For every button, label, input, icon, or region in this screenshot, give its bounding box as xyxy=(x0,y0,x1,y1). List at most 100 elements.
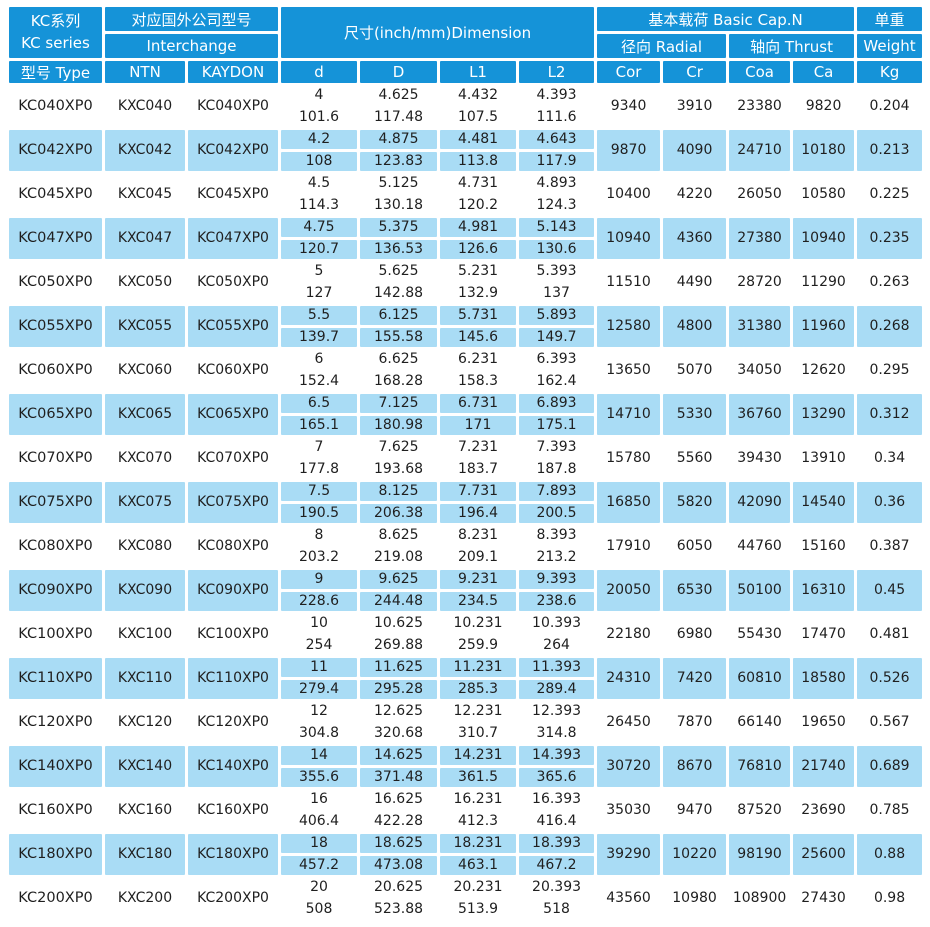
cell-cr: 4800 xyxy=(663,306,727,347)
table-row-mm-line: 101.6 117.48 107.5 111.6 xyxy=(9,108,922,127)
cell-dim-d-mm: 177.8 xyxy=(281,460,358,479)
cell-cor: 24310 xyxy=(597,658,661,699)
cell-dim-d-inch: 11.625 xyxy=(360,658,438,677)
cell-kg: 0.98 xyxy=(857,878,923,919)
cell-dim-l2-mm: 416.4 xyxy=(519,812,595,831)
cell-dim-d-inch: 5 xyxy=(281,262,358,281)
cell-cor: 11510 xyxy=(597,262,661,303)
cell-kg: 0.45 xyxy=(857,570,923,611)
cell-dim-d-inch: 8.125 xyxy=(360,482,438,501)
cell-dim-l2-inch: 4.893 xyxy=(519,174,595,193)
cell-kaydon: KC120XP0 xyxy=(188,702,279,743)
cell-dim-d-mm: 295.28 xyxy=(360,680,438,699)
cell-ntn: KXC042 xyxy=(105,130,185,171)
cell-cr: 5560 xyxy=(663,438,727,479)
cell-dim-l2-mm: 137 xyxy=(519,284,595,303)
cell-ntn: KXC110 xyxy=(105,658,185,699)
cell-coa: 27380 xyxy=(729,218,791,259)
cell-ntn: KXC045 xyxy=(105,174,185,215)
cell-ntn: KXC055 xyxy=(105,306,185,347)
cell-dim-d-inch: 10 xyxy=(281,614,358,633)
cell-dim-d-mm: 203.2 xyxy=(281,548,358,567)
cell-ntn: KXC160 xyxy=(105,790,185,831)
table-row-mm-line: 108 123.83 113.8 117.9 xyxy=(9,152,922,171)
cell-coa: 31380 xyxy=(729,306,791,347)
cell-dim-d-inch: 14.625 xyxy=(360,746,438,765)
cell-dim-d-inch: 7.125 xyxy=(360,394,438,413)
cell-ca: 15160 xyxy=(793,526,855,567)
cell-dim-d-mm: 165.1 xyxy=(281,416,358,435)
cell-dim-d-mm: 320.68 xyxy=(360,724,438,743)
cell-dim-d-inch: 6.125 xyxy=(360,306,438,325)
table-row-mm-line: 279.4 295.28 285.3 289.4 xyxy=(9,680,922,699)
cell-kaydon: KC080XP0 xyxy=(188,526,279,567)
table-row-mm-line: 152.4 168.28 158.3 162.4 xyxy=(9,372,922,391)
cell-ca: 12620 xyxy=(793,350,855,391)
col-header-coa: Coa xyxy=(729,61,791,83)
cell-dim-l1-inch: 8.231 xyxy=(440,526,517,545)
cell-dim-d-mm: 152.4 xyxy=(281,372,358,391)
cell-kg: 0.263 xyxy=(857,262,923,303)
cell-kg: 0.88 xyxy=(857,834,923,875)
cell-model-type: KC055XP0 xyxy=(9,306,102,347)
cell-dim-l2-inch: 4.393 xyxy=(519,86,595,105)
cell-dim-l1-mm: 107.5 xyxy=(440,108,517,127)
cell-dim-d-mm: 117.48 xyxy=(360,108,438,127)
cell-dim-l2-inch: 7.893 xyxy=(519,482,595,501)
cell-ca: 25600 xyxy=(793,834,855,875)
cell-ca: 13910 xyxy=(793,438,855,479)
cell-dim-d-mm: 101.6 xyxy=(281,108,358,127)
cell-cr: 6530 xyxy=(663,570,727,611)
cell-dim-l2-mm: 264 xyxy=(519,636,595,655)
table-row-mm-line: 127 142.88 132.9 137 xyxy=(9,284,922,303)
cell-dim-l1-mm: 113.8 xyxy=(440,152,517,171)
cell-cr: 7420 xyxy=(663,658,727,699)
cell-cor: 10940 xyxy=(597,218,661,259)
cell-ca: 27430 xyxy=(793,878,855,919)
cell-coa: 55430 xyxy=(729,614,791,655)
cell-dim-d-mm: 406.4 xyxy=(281,812,358,831)
cell-dim-l1-inch: 9.231 xyxy=(440,570,517,589)
table-row: KC180XP0 KXC180 KC180XP0 18 18.625 18.231 18.3… xyxy=(9,834,923,875)
cell-ca: 21740 xyxy=(793,746,855,787)
cell-dim-l1-mm: 285.3 xyxy=(440,680,517,699)
cell-dim-l2-inch: 20.393 xyxy=(519,878,595,897)
cell-cor: 14710 xyxy=(597,394,661,435)
cell-dim-d-mm: 228.6 xyxy=(281,592,358,611)
cell-ntn: KXC070 xyxy=(105,438,185,479)
cell-kaydon: KC055XP0 xyxy=(188,306,279,347)
cell-ntn: KXC060 xyxy=(105,350,185,391)
table-row-mm-line: 254 269.88 259.9 264 xyxy=(9,636,922,655)
cell-dim-l1-mm: 412.3 xyxy=(440,812,517,831)
cell-dim-d-inch: 5.125 xyxy=(360,174,438,193)
cell-kaydon: KC180XP0 xyxy=(188,834,279,875)
cell-ntn: KXC080 xyxy=(105,526,185,567)
cell-dim-l2-mm: 289.4 xyxy=(519,680,595,699)
cell-dim-d-mm: 279.4 xyxy=(281,680,358,699)
cell-dim-d-mm: 219.08 xyxy=(360,548,438,567)
cell-dim-d-inch: 9.625 xyxy=(360,570,438,589)
cell-model-type: KC120XP0 xyxy=(9,702,102,743)
cell-dim-l2-inch: 16.393 xyxy=(519,790,595,809)
cell-dim-l2-mm: 365.6 xyxy=(519,768,595,787)
cell-cor: 22180 xyxy=(597,614,661,655)
cell-kg: 0.268 xyxy=(857,306,923,347)
cell-kaydon: KC070XP0 xyxy=(188,438,279,479)
cell-dim-l1-inch: 11.231 xyxy=(440,658,517,677)
cell-dim-l1-mm: 310.7 xyxy=(440,724,517,743)
cell-dim-l1-inch: 14.231 xyxy=(440,746,517,765)
table-row: KC075XP0 KXC075 KC075XP0 7.5 8.125 7.731 7.893… xyxy=(9,482,923,523)
header-kc-series-cn: KC系列 xyxy=(30,11,81,30)
table-row-mm-line: 190.5 206.38 196.4 200.5 xyxy=(9,504,922,523)
table-row-mm-line: 120.7 136.53 126.6 130.6 xyxy=(9,240,922,259)
cell-dim-d-inch: 4 xyxy=(281,86,358,105)
cell-coa: 66140 xyxy=(729,702,791,743)
cell-ntn: KXC050 xyxy=(105,262,185,303)
cell-kg: 0.312 xyxy=(857,394,923,435)
cell-dim-d-inch: 7 xyxy=(281,438,358,457)
cell-model-type: KC160XP0 xyxy=(9,790,102,831)
cell-coa: 108900 xyxy=(729,878,791,919)
table-row: KC047XP0 KXC047 KC047XP0 4.75 5.375 4.981 5.14… xyxy=(9,218,923,259)
header-weight-en: Weight xyxy=(857,34,923,58)
